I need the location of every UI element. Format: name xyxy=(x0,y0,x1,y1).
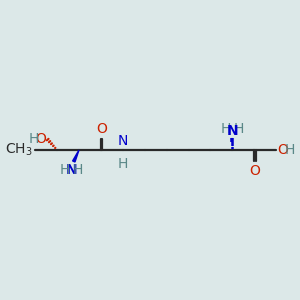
Text: N: N xyxy=(65,163,77,176)
Text: H: H xyxy=(118,157,128,171)
Text: N: N xyxy=(226,124,238,138)
Text: O: O xyxy=(96,122,107,136)
Text: H: H xyxy=(59,163,70,176)
Polygon shape xyxy=(73,150,79,162)
Text: O: O xyxy=(249,164,260,178)
Text: H: H xyxy=(29,132,39,146)
Text: H: H xyxy=(234,122,244,136)
Text: O: O xyxy=(35,132,46,146)
Text: CH$_3$: CH$_3$ xyxy=(5,142,33,158)
Text: H: H xyxy=(73,163,83,176)
Text: N: N xyxy=(118,134,128,148)
Text: H: H xyxy=(285,143,296,157)
Text: O: O xyxy=(278,143,289,157)
Text: H: H xyxy=(220,122,231,136)
